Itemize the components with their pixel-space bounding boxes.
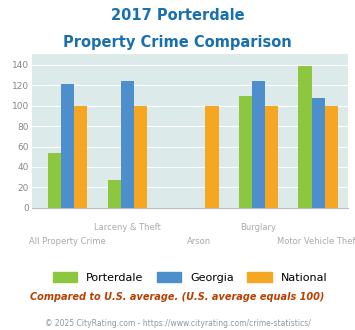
Text: © 2025 CityRating.com - https://www.cityrating.com/crime-statistics/: © 2025 CityRating.com - https://www.city…	[45, 319, 310, 328]
Text: 2017 Porterdale: 2017 Porterdale	[111, 8, 244, 23]
Bar	[265, 106, 278, 208]
Bar	[252, 81, 265, 208]
Bar	[121, 81, 134, 208]
Bar	[239, 96, 252, 208]
Text: Motor Vehicle Theft: Motor Vehicle Theft	[277, 237, 355, 246]
Text: Arson: Arson	[187, 237, 211, 246]
Bar	[108, 180, 121, 208]
Text: Property Crime Comparison: Property Crime Comparison	[63, 35, 292, 50]
Bar	[299, 66, 312, 208]
Bar	[206, 106, 219, 208]
Bar	[312, 98, 325, 208]
Text: All Property Crime: All Property Crime	[29, 237, 106, 246]
Text: Burglary: Burglary	[240, 223, 277, 232]
Text: Compared to U.S. average. (U.S. average equals 100): Compared to U.S. average. (U.S. average …	[30, 292, 325, 302]
Bar	[61, 84, 74, 208]
Bar	[74, 106, 87, 208]
Bar	[325, 106, 338, 208]
Bar	[134, 106, 147, 208]
Text: Larceny & Theft: Larceny & Theft	[94, 223, 161, 232]
Legend: Porterdale, Georgia, National: Porterdale, Georgia, National	[53, 272, 327, 283]
Bar	[48, 153, 61, 208]
